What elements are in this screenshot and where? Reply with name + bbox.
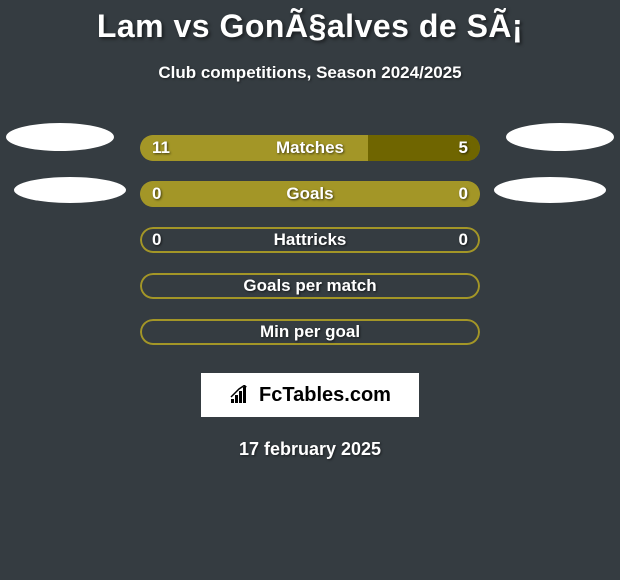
stat-row: Goals00 <box>0 171 620 217</box>
date-text: 17 february 2025 <box>0 439 620 460</box>
stat-row: Min per goal <box>0 309 620 355</box>
bar-background <box>140 227 480 253</box>
bar-background <box>140 181 480 207</box>
stat-bar: Min per goal <box>140 319 480 345</box>
subtitle: Club competitions, Season 2024/2025 <box>0 63 620 83</box>
stat-bar: Matches115 <box>140 135 480 161</box>
stat-row: Goals per match <box>0 263 620 309</box>
stat-row: Matches115 <box>0 125 620 171</box>
logo-label: FcTables.com <box>259 384 391 407</box>
chart-area: Matches115 Goals00 Hattricks00 Goals per ma… <box>0 125 620 355</box>
bar-background <box>140 319 480 345</box>
stat-row: Hattricks00 <box>0 217 620 263</box>
bar-fill-left <box>140 135 368 161</box>
bar-fill-right <box>368 135 480 161</box>
stat-bar: Hattricks00 <box>140 227 480 253</box>
logo-box: FcTables.com <box>201 373 419 417</box>
bar-background <box>140 273 480 299</box>
main-container: Lam vs GonÃ§alves de SÃ¡ Club competitio… <box>0 0 620 460</box>
logo-text: FcTables.com <box>229 384 391 407</box>
stat-bar: Goals per match <box>140 273 480 299</box>
chart-icon <box>229 385 253 405</box>
stat-bar: Goals00 <box>140 181 480 207</box>
page-title: Lam vs GonÃ§alves de SÃ¡ <box>0 8 620 45</box>
